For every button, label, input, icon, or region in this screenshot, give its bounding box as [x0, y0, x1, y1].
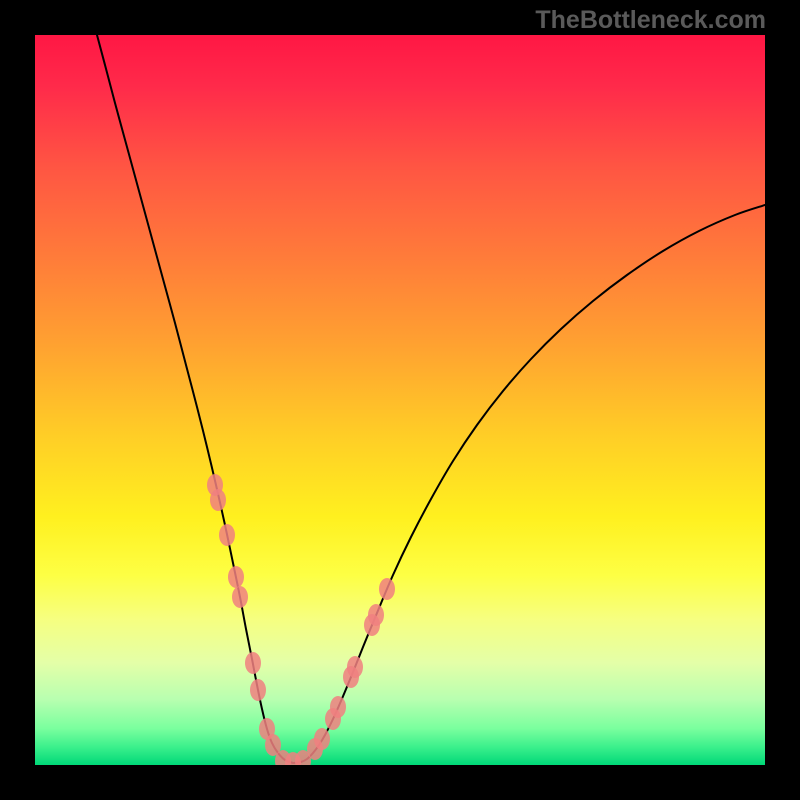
data-marker-left — [250, 679, 266, 701]
watermark-text: TheBottleneck.com — [535, 6, 766, 35]
data-marker-right — [368, 604, 384, 626]
data-marker-left — [210, 489, 226, 511]
data-marker-left — [219, 524, 235, 546]
data-marker-left — [228, 566, 244, 588]
data-marker-right — [314, 728, 330, 750]
data-marker-right — [330, 696, 346, 718]
data-marker-right — [379, 578, 395, 600]
data-marker-left — [232, 586, 248, 608]
bottleneck-curve-left — [97, 35, 293, 763]
data-marker-right — [347, 656, 363, 678]
data-marker-left — [245, 652, 261, 674]
curve-overlay — [35, 35, 765, 765]
plot-area — [35, 35, 765, 765]
bottleneck-curve-right — [293, 205, 765, 763]
